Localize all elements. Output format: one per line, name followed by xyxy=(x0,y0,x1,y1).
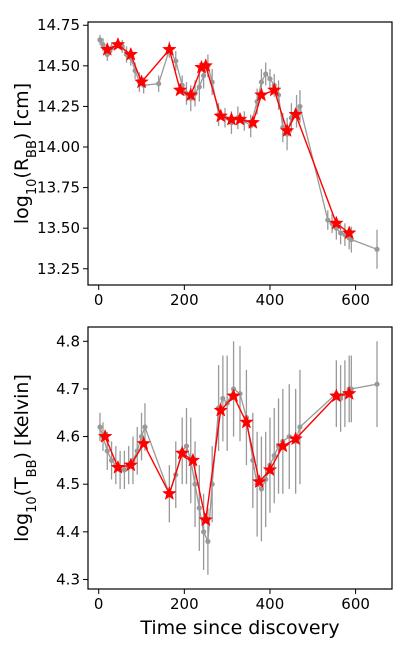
red-star-point xyxy=(279,123,295,138)
grey-data-point xyxy=(374,246,380,252)
plot-frame xyxy=(87,21,393,286)
red-star-point xyxy=(213,402,229,417)
grey-data-point xyxy=(297,103,303,110)
grey-data-series xyxy=(97,34,380,269)
red-star-point xyxy=(198,512,214,527)
red-star-point xyxy=(226,388,241,403)
red-star-point xyxy=(198,58,214,73)
grey-data-point xyxy=(104,448,110,454)
grey-data-point xyxy=(97,37,103,43)
y-tick-label: 4.5 xyxy=(56,475,80,493)
red-star-point xyxy=(174,445,190,460)
red-star-point xyxy=(136,435,151,450)
x-tick-label: 0 xyxy=(94,595,104,613)
red-star-point xyxy=(288,431,303,446)
x-tick-label: 400 xyxy=(256,595,285,613)
red-star-point xyxy=(254,87,269,102)
grey-data-point xyxy=(138,433,145,440)
red-star-series xyxy=(99,37,357,240)
red-star-point xyxy=(110,37,126,51)
grey-data-point xyxy=(220,395,226,402)
red-star-point xyxy=(288,106,303,121)
red-star-series xyxy=(97,385,357,527)
grey-data-point xyxy=(196,84,202,90)
grey-data-point xyxy=(267,76,273,82)
grey-data-point xyxy=(156,81,162,87)
grey-data-point xyxy=(201,72,207,79)
y-axis-label: log10(RBB) [cm] xyxy=(11,83,40,224)
grey-data-series xyxy=(97,341,380,575)
grey-data-point xyxy=(374,381,380,387)
red-star-point xyxy=(99,41,115,56)
x-tick-label: 400 xyxy=(256,291,285,309)
red-star-point xyxy=(251,474,267,489)
red-star-point xyxy=(341,225,357,240)
red-star-point xyxy=(275,438,291,453)
grey-data-point xyxy=(192,481,198,487)
grey-data-point xyxy=(183,443,190,449)
x-tick-label: 600 xyxy=(341,291,370,309)
red-star-point xyxy=(239,414,254,429)
red-star-point xyxy=(329,388,344,403)
y-tick-label: 14.25 xyxy=(37,97,80,115)
grey-series-line xyxy=(99,383,378,542)
grey-data-point xyxy=(258,79,265,85)
red-star-point xyxy=(97,428,113,443)
bottom-panel-temperature: 0 200 400 600 4.3 4.4 4.5 4.6 4.7 4.8 log10(TBB) [… xyxy=(11,326,393,639)
red-star-point xyxy=(134,74,149,89)
x-axis-label: Time since discovery xyxy=(139,617,339,639)
red-star-point xyxy=(329,215,344,230)
grey-data-point xyxy=(100,42,106,48)
red-star-point xyxy=(266,82,282,97)
red-star-point xyxy=(183,87,199,102)
red-star-point xyxy=(245,114,261,129)
grey-data-point xyxy=(97,424,103,430)
grey-series-line xyxy=(99,39,378,250)
grey-data-point xyxy=(196,505,202,511)
grey-data-point xyxy=(201,529,207,535)
y-axis-label: log10(TBB) [Kelvin] xyxy=(11,374,40,542)
y-tick-label: 4.3 xyxy=(56,570,80,588)
red-star-point xyxy=(262,462,278,477)
y-tick-label: 4.4 xyxy=(56,523,80,541)
grey-data-point xyxy=(108,457,115,463)
x-tick-label: 200 xyxy=(170,595,199,613)
red-star-point xyxy=(213,108,229,123)
grey-data-point xyxy=(121,467,127,473)
grey-data-point xyxy=(271,453,277,459)
grey-data-point xyxy=(205,538,211,544)
y-tick-label: 14.00 xyxy=(37,138,80,156)
grey-data-point xyxy=(325,217,331,223)
red-star-point xyxy=(162,486,177,500)
red-star-point xyxy=(232,111,248,126)
red-star-point xyxy=(341,385,357,400)
red-star-point xyxy=(162,41,177,56)
y-tick-label: 4.6 xyxy=(56,428,80,446)
y-tick-label: 4.7 xyxy=(56,380,80,398)
grey-data-point xyxy=(263,71,269,77)
x-tick-label: 600 xyxy=(341,595,370,613)
red-star-point xyxy=(123,457,139,472)
red-star-point xyxy=(110,459,126,474)
grey-data-point xyxy=(258,486,265,492)
y-tick-label: 14.50 xyxy=(37,57,80,75)
red-series-line xyxy=(107,43,350,234)
red-star-point xyxy=(172,82,188,97)
plot-frame xyxy=(87,326,393,590)
y-tick-label: 13.75 xyxy=(37,179,80,197)
grey-data-point xyxy=(173,58,179,64)
x-tick-label: 200 xyxy=(170,291,199,309)
y-tick-label: 4.8 xyxy=(56,332,80,350)
x-tick-label: 0 xyxy=(94,291,104,309)
grey-data-point xyxy=(297,424,303,430)
grey-data-point xyxy=(142,424,148,430)
grey-data-point xyxy=(338,230,344,236)
top-panel-radius: 0 200 400 600 13.25 13.50 13.75 14.00 14.25 14.50… xyxy=(11,16,393,309)
y-tick-label: 13.50 xyxy=(37,219,80,237)
red-star-point xyxy=(185,452,201,467)
y-tick-label: 14.75 xyxy=(37,16,80,34)
y-tick-label: 13.25 xyxy=(37,260,80,278)
red-star-point xyxy=(123,46,139,61)
